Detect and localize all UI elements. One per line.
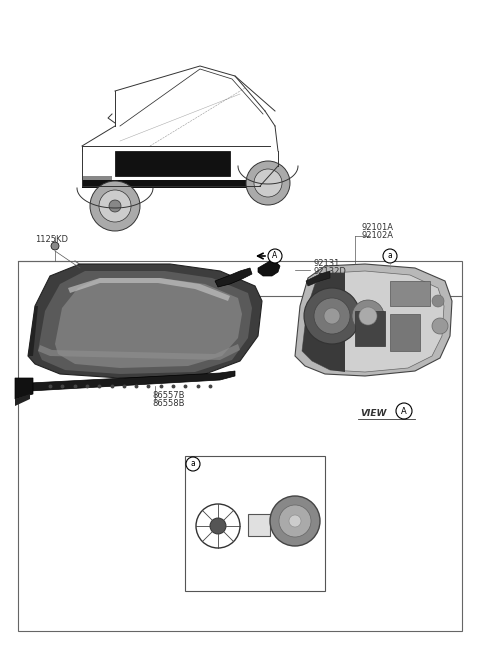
Polygon shape xyxy=(295,264,452,376)
Polygon shape xyxy=(82,180,260,188)
Polygon shape xyxy=(82,176,112,180)
Polygon shape xyxy=(38,344,240,360)
Circle shape xyxy=(51,242,59,250)
Circle shape xyxy=(186,457,200,471)
Polygon shape xyxy=(302,271,444,372)
Text: 92125A: 92125A xyxy=(224,554,256,564)
Text: 92132D: 92132D xyxy=(314,266,347,276)
Circle shape xyxy=(352,300,384,332)
Polygon shape xyxy=(38,271,252,374)
Text: 92126A: 92126A xyxy=(193,489,225,499)
Circle shape xyxy=(268,249,282,263)
Circle shape xyxy=(99,190,131,222)
Text: 86558B: 86558B xyxy=(152,398,184,407)
Polygon shape xyxy=(215,268,252,287)
Circle shape xyxy=(383,249,397,263)
Circle shape xyxy=(314,298,350,334)
Text: a: a xyxy=(191,459,195,468)
Polygon shape xyxy=(28,306,38,356)
Polygon shape xyxy=(28,264,262,378)
Text: a: a xyxy=(388,251,392,260)
FancyBboxPatch shape xyxy=(185,456,325,591)
Polygon shape xyxy=(15,378,33,399)
Polygon shape xyxy=(390,281,430,306)
Text: 92102A: 92102A xyxy=(362,230,394,239)
Text: A: A xyxy=(401,407,407,415)
Polygon shape xyxy=(248,514,270,536)
Polygon shape xyxy=(115,151,230,176)
Polygon shape xyxy=(355,311,385,346)
FancyBboxPatch shape xyxy=(18,261,462,631)
Text: 92131: 92131 xyxy=(314,260,340,268)
Circle shape xyxy=(359,307,377,325)
Polygon shape xyxy=(30,371,235,391)
Polygon shape xyxy=(258,261,280,276)
Circle shape xyxy=(270,496,320,546)
Circle shape xyxy=(324,308,340,324)
Text: VIEW: VIEW xyxy=(360,409,386,419)
Polygon shape xyxy=(302,273,345,372)
Polygon shape xyxy=(68,278,230,301)
Polygon shape xyxy=(306,271,330,286)
Polygon shape xyxy=(390,314,420,351)
Circle shape xyxy=(254,169,282,197)
Circle shape xyxy=(109,200,121,212)
Text: 86557B: 86557B xyxy=(152,392,184,401)
Polygon shape xyxy=(55,278,242,368)
Circle shape xyxy=(246,161,290,205)
Circle shape xyxy=(432,295,444,307)
Circle shape xyxy=(432,318,448,334)
Circle shape xyxy=(279,505,311,537)
Text: 92140E: 92140E xyxy=(270,468,301,478)
Circle shape xyxy=(210,518,226,534)
Text: A: A xyxy=(272,251,277,260)
Circle shape xyxy=(196,504,240,548)
Text: 92101A: 92101A xyxy=(362,224,394,232)
Text: 1125KD: 1125KD xyxy=(35,236,68,245)
Circle shape xyxy=(396,403,412,419)
Circle shape xyxy=(90,181,140,231)
Circle shape xyxy=(304,288,360,344)
Polygon shape xyxy=(15,394,30,406)
Circle shape xyxy=(289,515,301,527)
